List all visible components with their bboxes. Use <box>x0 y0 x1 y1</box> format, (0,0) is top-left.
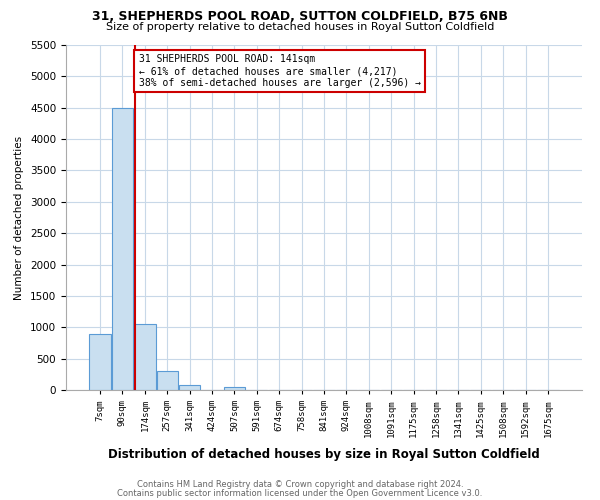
Bar <box>157 371 178 390</box>
Text: 31, SHEPHERDS POOL ROAD, SUTTON COLDFIELD, B75 6NB: 31, SHEPHERDS POOL ROAD, SUTTON COLDFIEL… <box>92 10 508 23</box>
Text: Contains public sector information licensed under the Open Government Licence v3: Contains public sector information licen… <box>118 489 482 498</box>
Bar <box>112 108 133 390</box>
Bar <box>134 324 155 390</box>
Y-axis label: Number of detached properties: Number of detached properties <box>14 136 25 300</box>
Text: Contains HM Land Registry data © Crown copyright and database right 2024.: Contains HM Land Registry data © Crown c… <box>137 480 463 489</box>
Bar <box>179 385 200 390</box>
Text: 31 SHEPHERDS POOL ROAD: 141sqm
← 61% of detached houses are smaller (4,217)
38% : 31 SHEPHERDS POOL ROAD: 141sqm ← 61% of … <box>139 54 421 88</box>
Text: Size of property relative to detached houses in Royal Sutton Coldfield: Size of property relative to detached ho… <box>106 22 494 32</box>
Bar <box>224 387 245 390</box>
Bar <box>89 334 111 390</box>
X-axis label: Distribution of detached houses by size in Royal Sutton Coldfield: Distribution of detached houses by size … <box>108 448 540 461</box>
